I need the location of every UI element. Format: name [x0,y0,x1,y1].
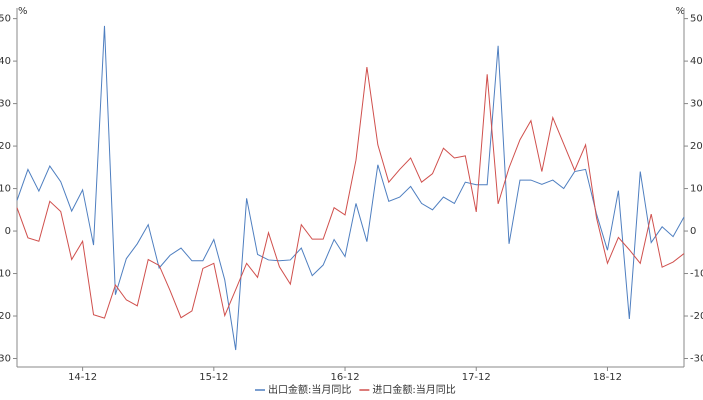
y-tick-label: -20 [0,311,11,322]
x-tick-label: 16-12 [331,372,360,383]
y-tick-label: 0 [5,226,11,237]
y2-tick-label: 30 [690,99,703,110]
y2-tick-label: -20 [690,311,703,322]
y-tick-label: 40 [0,56,11,67]
y-unit: % [18,6,28,17]
y-tick-label: 30 [0,99,11,110]
y-tick-label: 50 [0,14,11,25]
x-tick-label: 14-12 [68,372,97,383]
x-tick-label: 15-12 [199,372,228,383]
y-tick-label: 20 [0,141,11,152]
y-tick-label: 10 [0,184,11,195]
y2-tick-label: -10 [690,269,703,280]
y-tick-label: -10 [0,269,11,280]
x-tick-label: 18-12 [593,372,622,383]
x-tick-label: 17-12 [462,372,491,383]
y-tick-label: -30 [0,354,11,365]
y2-tick-label: -30 [690,354,703,365]
y2-tick-label: 20 [690,141,703,152]
y2-tick-label: 10 [690,184,703,195]
series-line [16,25,685,351]
y2-tick-label: 0 [690,226,696,237]
legend-label: 出口金额:当月同比 [268,383,351,396]
series-line [16,66,685,319]
y2-unit: % [675,6,685,17]
legend-label: 进口金额:当月同比 [372,383,455,396]
y2-tick-label: 40 [690,56,703,67]
y2-tick-label: 50 [690,14,703,25]
